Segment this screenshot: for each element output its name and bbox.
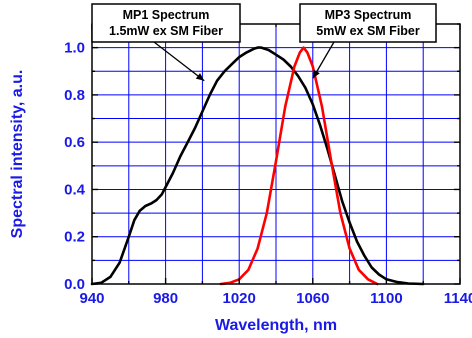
- x-tick-label: 1100: [370, 290, 403, 307]
- y-tick-label: 0.4: [64, 181, 86, 198]
- annotations: MP1 Spectrum 1.5mW ex SM Fiber MP3 Spectru…: [91, 3, 437, 82]
- annotation-text: 5mW ex SM Fiber: [316, 24, 420, 38]
- annotation-text: MP1 Spectrum: [123, 8, 210, 22]
- series-group: [90, 46, 425, 286]
- y-tick-label: 0.8: [64, 87, 85, 104]
- annotation-text: 1.5mW ex SM Fiber: [109, 24, 223, 38]
- annotation-arrow-line: [153, 41, 205, 82]
- series-line-1: [90, 46, 425, 286]
- x-axis-title: Wavelength, nm: [215, 317, 337, 334]
- annotation-box: [299, 3, 437, 43]
- y-tick-label: 0.6: [64, 134, 85, 151]
- annotation-text: MP3 Spectrum: [325, 8, 412, 22]
- x-tick-label: 1060: [296, 290, 329, 307]
- annotation-arrowhead: [195, 73, 205, 81]
- series-line-2: [219, 46, 379, 286]
- annotation-arrowhead: [312, 69, 320, 79]
- x-tick-label: 1020: [223, 290, 256, 307]
- y-tick-label: 0.2: [64, 229, 85, 246]
- y-tick-label: 1.0: [64, 40, 85, 57]
- y-axis-title: Spectral intensity, a.u.: [9, 70, 26, 239]
- annotation-box: [91, 3, 241, 43]
- x-tick-label: 980: [153, 290, 178, 307]
- y-tick-label: 0.0: [64, 276, 85, 293]
- x-tick-label: 940: [79, 290, 104, 307]
